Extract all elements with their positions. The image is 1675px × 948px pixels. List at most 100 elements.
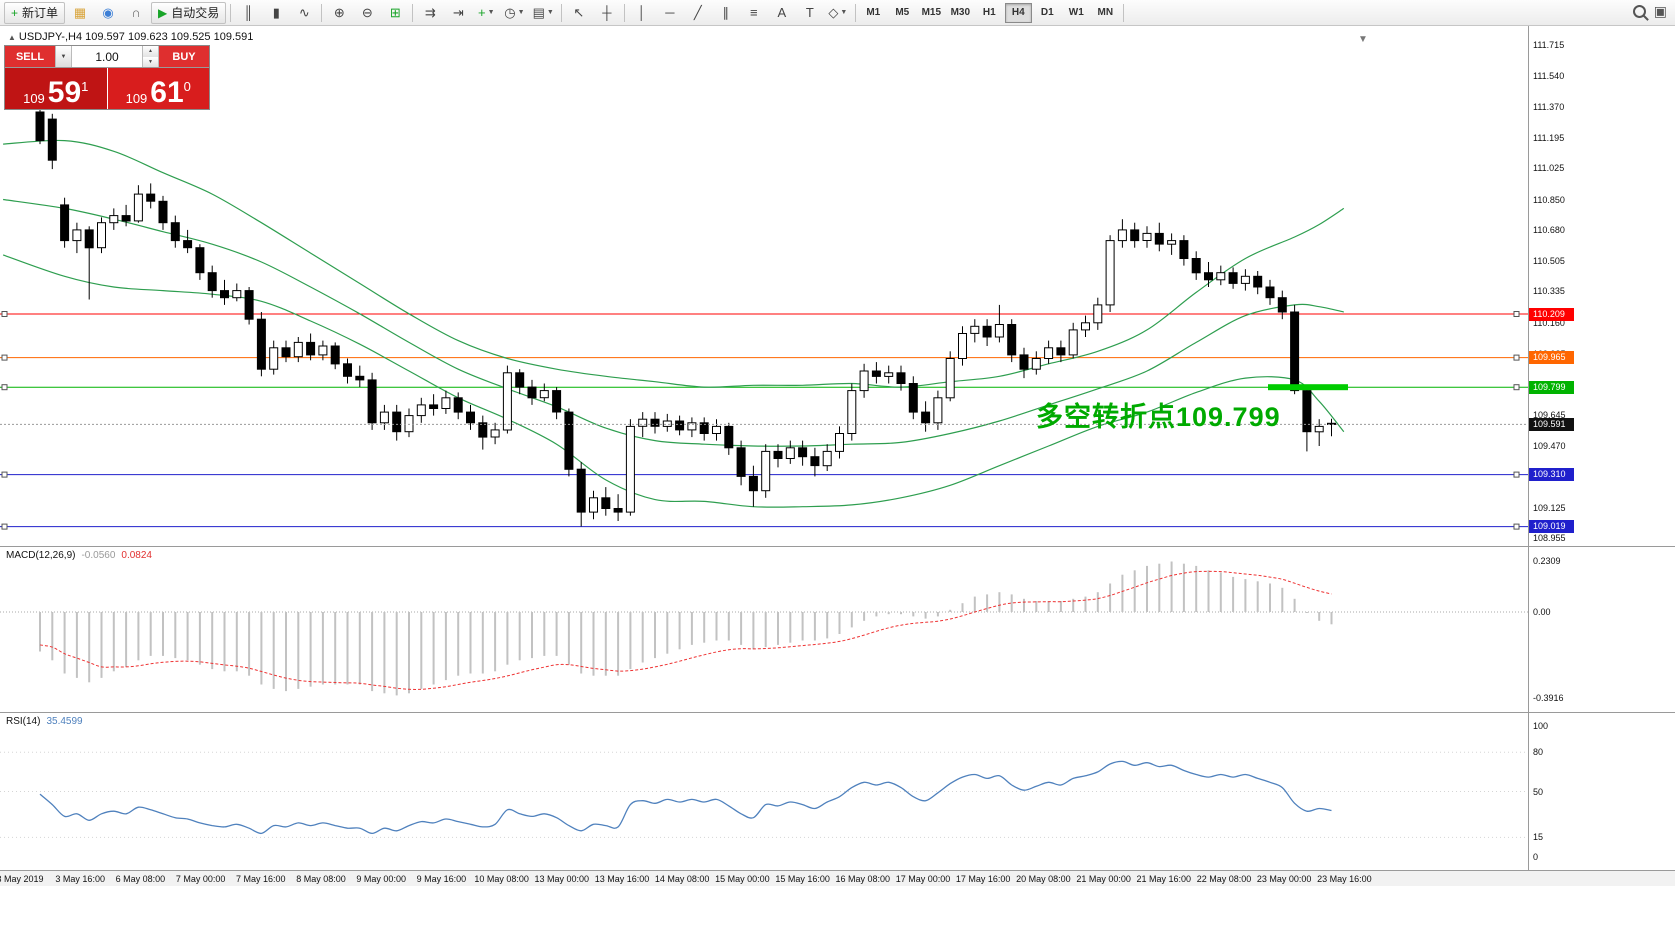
- text-icon[interactable]: A: [769, 2, 795, 24]
- macd-histogram-bar: [100, 612, 103, 678]
- macd-histogram-bar: [949, 609, 952, 612]
- crosshair-icon[interactable]: ┼: [594, 2, 620, 24]
- candle-body: [1240, 275, 1250, 284]
- macd-histogram-bar: [198, 612, 201, 665]
- dropdown-arrow-icon[interactable]: ▼: [487, 9, 495, 16]
- templates-button[interactable]: ▤ ▼: [530, 2, 557, 24]
- line-handle[interactable]: [1, 471, 8, 478]
- autotrading-button[interactable]: ▶ 自动交易: [151, 1, 227, 24]
- toolbar-right-group: ▣: [1632, 3, 1667, 20]
- time-axis-label: 7 May 16:00: [236, 874, 286, 884]
- candle-body: [712, 425, 721, 434]
- scroll-anchor-icon[interactable]: ▼: [1358, 34, 1368, 45]
- line-handle[interactable]: [1, 311, 8, 317]
- indicators-button[interactable]: + ▼: [473, 2, 499, 24]
- timeframe-button-d1[interactable]: D1: [1040, 7, 1054, 18]
- macd-histogram-bar: [531, 612, 533, 659]
- new-order-button[interactable]: + 新订单: [4, 1, 66, 24]
- timeframe-button-m15[interactable]: M15: [921, 7, 942, 18]
- sell-button[interactable]: SELL: [5, 46, 55, 67]
- volume-input[interactable]: 1.00: [72, 46, 142, 67]
- macd-histogram-bar: [1023, 598, 1025, 612]
- candle-body: [871, 370, 881, 377]
- macd-signal-value: 0.0824: [121, 550, 152, 561]
- line-handle[interactable]: [1513, 311, 1520, 317]
- macd-histogram-bar: [1293, 598, 1296, 612]
- main-price-chart[interactable]: [0, 26, 1528, 546]
- text-label-icon[interactable]: T: [797, 2, 823, 24]
- pivot-annotation-text[interactable]: 多空转折点109.799: [1036, 402, 1281, 432]
- dropdown-arrow-icon[interactable]: ▼: [546, 9, 554, 16]
- sell-price-button[interactable]: 109 59 1: [5, 68, 108, 109]
- candle-body: [945, 358, 955, 399]
- macd-indicator-chart[interactable]: [0, 546, 1528, 712]
- horizontal-line-icon[interactable]: ─: [657, 2, 683, 24]
- rsi-indicator-chart[interactable]: [0, 712, 1528, 870]
- candle-body: [589, 497, 598, 513]
- cursor-icon[interactable]: ↖: [566, 2, 592, 24]
- buy-button[interactable]: BUY: [159, 46, 209, 67]
- candlestick-chart-icon[interactable]: ▮: [263, 2, 289, 24]
- market-icon[interactable]: ◉: [95, 2, 121, 24]
- panel-separator[interactable]: [0, 712, 1675, 713]
- line-handle[interactable]: [1, 523, 8, 530]
- signals-icon[interactable]: ∩: [123, 2, 149, 24]
- arrows-icon[interactable]: ◇ ▼: [825, 2, 851, 24]
- line-handle[interactable]: [1513, 523, 1520, 530]
- line-handle[interactable]: [1513, 354, 1520, 361]
- volume-dropdown-icon[interactable]: ▼: [55, 46, 72, 67]
- candle-body: [675, 420, 685, 431]
- timeframe-button-m5[interactable]: M5: [895, 7, 910, 18]
- candle-body: [724, 425, 734, 449]
- new-order-glyph-icon: +: [11, 5, 19, 20]
- line-handle[interactable]: [1, 384, 8, 391]
- package-icon[interactable]: ▦: [67, 2, 93, 24]
- timeframe-button-h4[interactable]: H4: [1004, 2, 1032, 23]
- line-chart-icon[interactable]: ∿: [291, 2, 317, 24]
- macd-histogram-bar: [469, 612, 472, 674]
- auto-scroll-icon[interactable]: ⇉: [417, 2, 443, 24]
- zoom-out-icon[interactable]: ⊖: [354, 2, 380, 24]
- timeframe-button-mn[interactable]: MN: [1097, 7, 1114, 18]
- rsi-name: RSI(14): [6, 716, 41, 727]
- line-handle[interactable]: [1513, 471, 1520, 478]
- bar-chart-icon[interactable]: ║: [235, 2, 261, 24]
- fibonacci-icon[interactable]: ≡: [741, 2, 767, 24]
- macd-histogram-bar: [924, 612, 927, 619]
- pivot-highlight-segment[interactable]: [1268, 384, 1348, 391]
- price-axis-tick: 110.335: [1533, 286, 1565, 297]
- timeframe-button-w1[interactable]: W1: [1068, 7, 1084, 18]
- timeframe-button-m1[interactable]: M1: [866, 7, 881, 18]
- macd-name: MACD(12,26,9): [6, 550, 76, 561]
- layout-icon[interactable]: ▣: [1653, 3, 1667, 19]
- dropdown-arrow-icon[interactable]: ▼: [517, 9, 525, 16]
- macd-histogram-bar: [285, 612, 287, 692]
- search-icon[interactable]: [1632, 5, 1646, 18]
- volume-up-icon[interactable]: ▲: [143, 46, 158, 57]
- tile-windows-icon[interactable]: ⊞: [382, 2, 408, 24]
- panel-separator[interactable]: [0, 546, 1675, 547]
- equidistant-channel-icon[interactable]: ∥: [713, 2, 739, 24]
- candle-body: [121, 215, 131, 222]
- trendline-icon[interactable]: ╱: [685, 2, 711, 24]
- macd-histogram-bar: [543, 612, 546, 656]
- time-axis-label: 21 May 00:00: [1076, 874, 1131, 884]
- line-handle[interactable]: [1513, 384, 1520, 391]
- periods-button[interactable]: ◷ ▼: [501, 2, 527, 24]
- rsi-axis-tick: 0: [1533, 852, 1539, 862]
- volume-stepper[interactable]: ▲ ▼: [142, 46, 159, 67]
- macd-histogram-bar: [395, 612, 398, 696]
- macd-histogram-bar: [887, 612, 890, 615]
- macd-histogram-bar: [1318, 612, 1321, 621]
- zoom-in-icon[interactable]: ⊕: [326, 2, 352, 24]
- line-handle[interactable]: [1, 354, 8, 361]
- volume-down-icon[interactable]: ▼: [143, 56, 158, 67]
- time-axis[interactable]: 3 May 2019 3 May 16:00 6 May 08:00 7 May 00…: [0, 870, 1675, 886]
- top-toolbar: + 新订单 ▦ ◉ ∩ ▶ 自动交易 ║ ▮ ∿ ⊕ ⊖ ⊞ ⇉ ⇥ + ▼ ◷ ▼ ▤ ▼ ↖ ┼ │ ─ ╱ ∥ ≡ A T ◇ ▼ M1 M…: [0, 0, 1675, 26]
- chart-shift-icon[interactable]: ⇥: [445, 2, 471, 24]
- buy-price-button[interactable]: 109 61 0: [107, 68, 209, 109]
- timeframe-button-m30[interactable]: M30: [950, 7, 971, 18]
- dropdown-arrow-icon[interactable]: ▼: [840, 9, 848, 16]
- timeframe-button-h1[interactable]: H1: [982, 7, 996, 18]
- vertical-line-icon[interactable]: │: [629, 2, 655, 24]
